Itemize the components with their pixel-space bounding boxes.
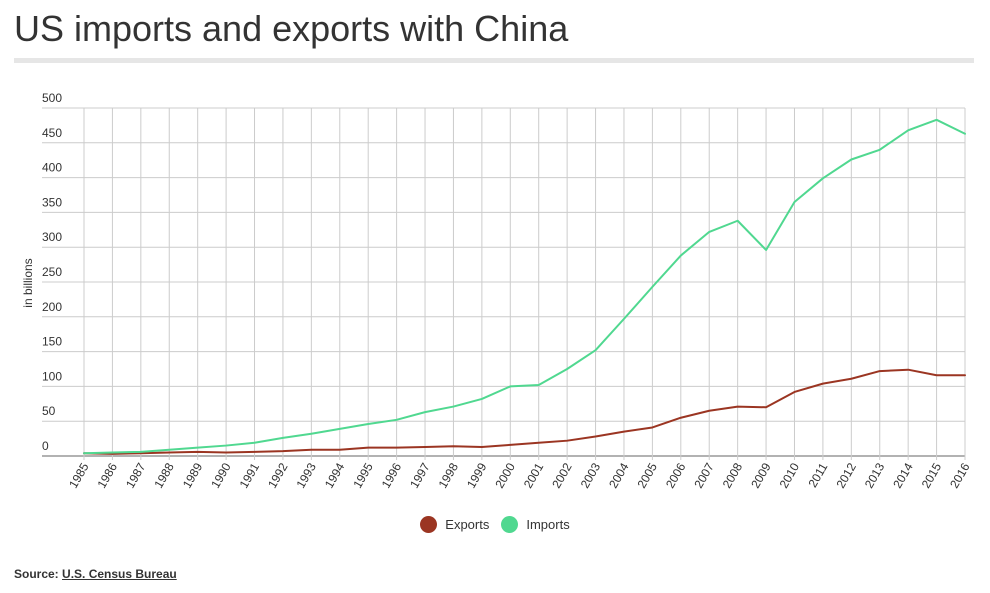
title-divider xyxy=(14,58,974,63)
legend-item-exports[interactable]: Exports xyxy=(420,516,489,533)
series-lines xyxy=(83,118,966,455)
legend-label-exports: Exports xyxy=(445,517,490,532)
x-tick-label: 2012 xyxy=(833,460,859,490)
x-tick-label: 2004 xyxy=(606,460,632,490)
legend-item-imports[interactable]: Imports xyxy=(501,516,570,533)
y-tick-label: 300 xyxy=(42,230,62,244)
grid-lines xyxy=(42,107,966,460)
x-tick-label: 2008 xyxy=(720,460,746,490)
y-tick-label: 50 xyxy=(42,404,56,418)
source-note: Source: U.S. Census Bureau xyxy=(14,567,177,581)
y-tick-label: 400 xyxy=(42,161,62,175)
x-tick-label: 1996 xyxy=(379,460,405,490)
x-tick-label: 1992 xyxy=(265,460,291,490)
y-tick-label: 0 xyxy=(42,439,49,453)
y-tick-label: 500 xyxy=(42,91,62,105)
x-tick-label: 2016 xyxy=(947,460,973,490)
x-tick-label: 2015 xyxy=(919,460,945,490)
x-tick-label: 2001 xyxy=(521,460,547,490)
source-label: Source: xyxy=(14,567,59,581)
y-tick-label: 150 xyxy=(42,335,62,349)
x-tick-label: 2014 xyxy=(890,460,916,490)
x-tick-label: 2006 xyxy=(663,460,689,490)
x-tick-label: 2007 xyxy=(691,460,717,490)
x-tick-label: 2005 xyxy=(635,460,661,490)
y-tick-label: 100 xyxy=(42,369,62,383)
x-tick-label: 2009 xyxy=(748,460,774,490)
legend-swatch-exports xyxy=(420,516,438,533)
x-tick-label: 2010 xyxy=(777,460,803,490)
legend-label-imports: Imports xyxy=(526,517,570,532)
y-tick-label: 350 xyxy=(42,195,62,209)
chart-title: US imports and exports with China xyxy=(14,8,569,49)
series-line-imports xyxy=(83,118,966,455)
x-axis-ticks: 1985 1986 1987 1988 1989 1990 1991 1992 1993 1994… xyxy=(66,460,973,490)
x-tick-label: 1998 xyxy=(436,460,462,490)
x-tick-label: 2011 xyxy=(805,460,830,490)
x-tick-label: 1990 xyxy=(208,460,234,490)
x-tick-label: 1997 xyxy=(407,460,433,490)
y-tick-label: 200 xyxy=(42,300,62,314)
source-link[interactable]: U.S. Census Bureau xyxy=(62,567,177,581)
y-axis-ticks: 0 50 100 150 200 250 300 350 400 450 500 xyxy=(42,91,62,453)
x-tick-label: 1994 xyxy=(322,460,348,490)
x-tick-label: 1989 xyxy=(180,460,206,490)
x-tick-label: 1995 xyxy=(350,460,376,490)
x-tick-label: 1988 xyxy=(151,460,177,490)
x-tick-label: 2000 xyxy=(492,460,518,490)
x-tick-label: 1993 xyxy=(293,460,319,490)
x-tick-label: 2002 xyxy=(549,460,575,490)
x-tick-label: 2003 xyxy=(578,460,604,490)
x-tick-label: 1999 xyxy=(464,460,490,490)
legend: Exports Imports xyxy=(0,516,990,533)
y-tick-label: 250 xyxy=(42,265,62,279)
x-tick-label: 1985 xyxy=(66,460,92,490)
x-tick-label: 1986 xyxy=(95,460,121,490)
y-tick-label: 450 xyxy=(42,126,62,140)
series-line-exports xyxy=(83,368,966,455)
x-tick-label: 2013 xyxy=(862,460,888,490)
legend-swatch-imports xyxy=(501,516,519,533)
y-axis-label: in billions xyxy=(21,258,35,307)
x-tick-label: 1991 xyxy=(237,460,263,490)
x-tick-label: 1987 xyxy=(123,460,149,490)
